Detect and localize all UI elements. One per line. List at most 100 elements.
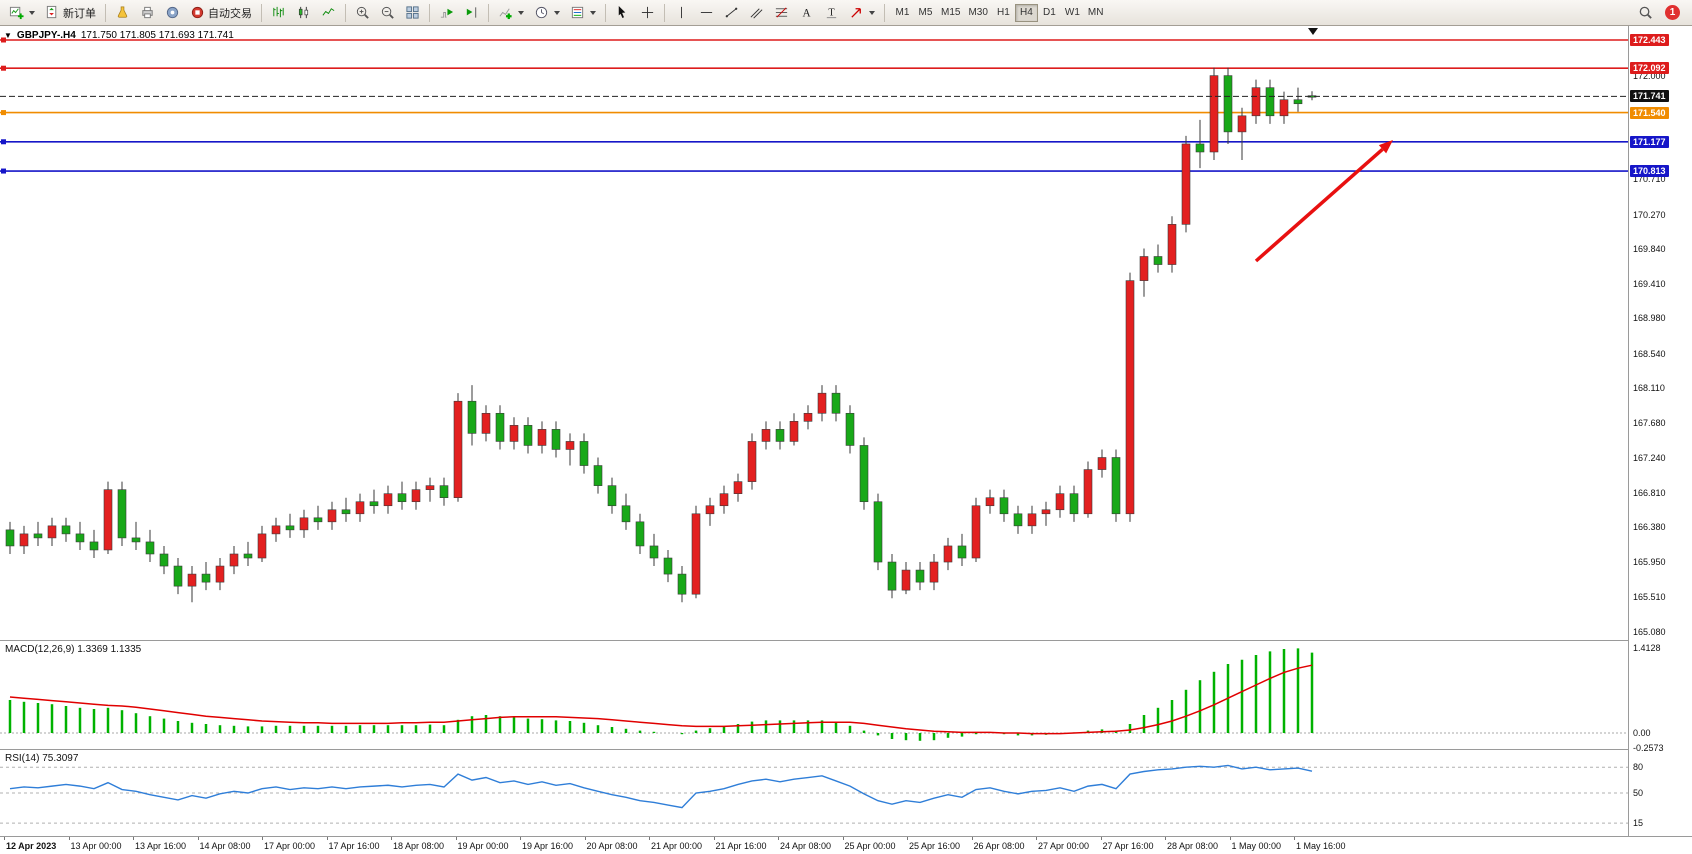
search-button[interactable] [1634,3,1657,23]
time-tick [197,837,199,840]
tile-windows-button[interactable] [401,3,424,23]
time-tick [68,837,70,840]
hline-handle[interactable] [1,168,6,174]
text-label-button[interactable]: T [820,3,843,23]
toolbar-separator [429,3,430,22]
toolbar-separator [105,3,106,22]
time-label: 17 Apr 00:00 [264,841,316,851]
trendline-button[interactable] [720,3,743,23]
rsi-label: RSI(14) 75.3097 [5,753,79,764]
chart-shift-button[interactable] [460,3,483,23]
bar-chart-icon [271,5,286,20]
candlestick-chart-button[interactable] [292,3,315,23]
horizontal-line-button[interactable] [695,3,718,23]
price-axis[interactable]: 172.000 170.710 170.270 169.840 169.410 168.9… [1628,26,1692,836]
panel-separator[interactable] [0,640,1692,641]
chart-symbol-period: GBPJPY-.H4 [16,30,76,41]
toolbar-separator [345,3,346,22]
arrows-button[interactable] [845,3,879,23]
time-label: 1 May 00:00 [1231,841,1282,851]
time-tick [907,837,908,840]
text-button[interactable]: A [795,3,818,23]
periods-button[interactable] [530,3,564,23]
cursor-button[interactable] [611,3,634,23]
time-tick [4,837,5,840]
flask-button[interactable] [111,3,134,23]
flask-icon [115,5,130,20]
macd-scale-label: 1.4128 [1633,643,1661,654]
chevron-down-icon [590,10,596,15]
time-label: 17 Apr 16:00 [328,841,380,851]
zoom-out-button[interactable] [376,3,399,23]
timeframe-m1-button[interactable]: M1 [891,4,914,22]
zoom-in-button[interactable] [351,3,374,23]
price-tick-label: 168.110 [1633,383,1665,394]
time-label: 25 Apr 16:00 [909,841,961,851]
timeframe-m15-button[interactable]: M15 [937,4,964,22]
timeframe-mn-button[interactable]: MN [1084,4,1108,22]
price-level-lines[interactable] [0,37,1628,174]
notification-badge[interactable]: 1 [1665,5,1680,20]
templates-button[interactable] [566,3,600,23]
price-tick-label: 168.980 [1633,313,1666,324]
new-order-button[interactable]: 新订单 [41,3,100,23]
chart-title: ▼ GBPJPY-.H4 171.750 171.805 171.693 171… [4,30,234,41]
line-chart-button[interactable] [317,3,340,23]
new-chart-button[interactable] [5,3,39,23]
auto-scroll-icon [439,5,454,20]
new-order-icon [45,5,60,20]
panel-separator[interactable] [0,749,1692,750]
chevron-down-icon [554,10,560,15]
vertical-line-button[interactable] [670,3,693,23]
trend-arrow[interactable] [1254,147,1384,263]
price-chart[interactable] [0,26,1628,640]
price-tick-label: 167.240 [1633,453,1666,464]
rsi-level-label: 15 [1633,818,1644,829]
svg-text:T: T [828,7,835,18]
auto-scroll-button[interactable] [435,3,458,23]
time-tick [649,837,650,840]
timeframe-m30-button[interactable]: M30 [964,4,991,22]
chevron-down-icon [518,10,524,15]
time-tick [391,837,392,840]
macd-panel [0,648,1628,741]
hline-handle[interactable] [1,110,6,116]
crosshair-button[interactable] [636,3,659,23]
indicators-button[interactable] [494,3,528,23]
time-tick [455,837,457,840]
time-label: 27 Apr 16:00 [1102,841,1154,851]
price-tick-label: 167.680 [1633,417,1666,428]
community-button[interactable] [161,3,184,23]
price-tick-label: 170.270 [1633,209,1666,220]
timeframe-w1-button[interactable]: W1 [1061,4,1084,22]
tile-windows-icon [405,5,420,20]
timeframe-h1-button[interactable]: H1 [992,4,1015,22]
hline-handle[interactable] [1,139,6,145]
template-icon [570,5,585,20]
hline-handle[interactable] [1,65,6,71]
timeframe-m5-button[interactable]: M5 [914,4,937,22]
print-icon [140,5,155,20]
search-icon [1638,5,1653,20]
timeframe-d1-button[interactable]: D1 [1038,4,1061,22]
time-label: 13 Apr 16:00 [135,841,187,851]
zoom-in-icon [355,5,370,20]
time-tick [1165,837,1166,840]
time-tick [584,837,586,840]
timeframe-h4-button[interactable]: H4 [1014,3,1038,22]
autotrading-icon [190,5,205,20]
autotrading-button[interactable]: 自动交易 [186,3,256,23]
time-tick [713,837,715,840]
chart-menu-icon[interactable]: ▼ [4,30,12,40]
time-axis[interactable]: 12 Apr 2023 13 Apr 00:00 13 Apr 16:00 14 Ap… [0,836,1692,854]
equidistant-channel-button[interactable] [745,3,768,23]
candlestick-chart-icon [296,5,311,20]
bar-chart-button[interactable] [267,3,290,23]
toolbar: 新订单 自动交易 [0,0,1692,26]
fibonacci-button[interactable] [770,3,793,23]
autotrading-label: 自动交易 [208,7,252,20]
hline-handle[interactable] [1,37,6,43]
trend-arrow-head[interactable] [1378,140,1393,154]
print-button[interactable] [136,3,159,23]
